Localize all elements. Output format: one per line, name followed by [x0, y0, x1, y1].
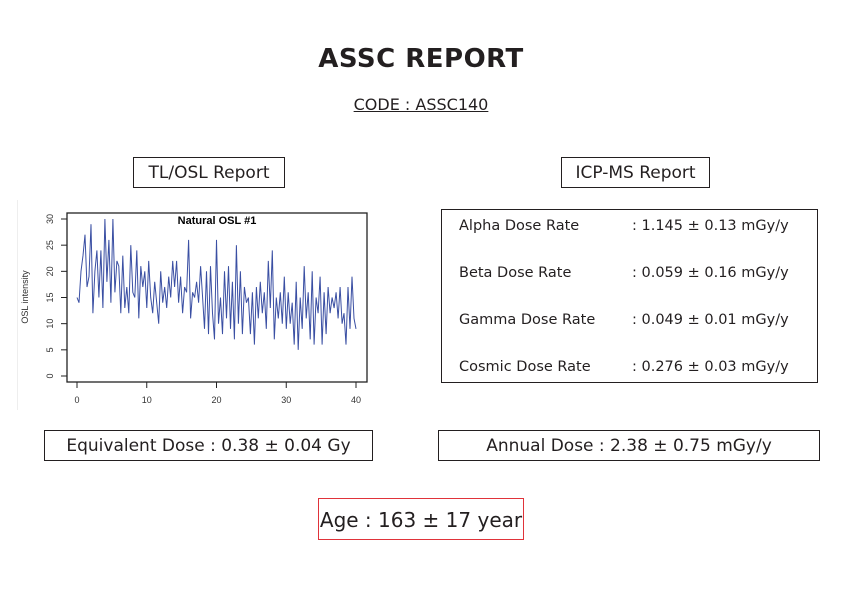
y-tick-label: 0: [45, 373, 55, 378]
osl-chart: Natural OSL #1 OSL intensity 0 5 10 15 20 25 3…: [17, 200, 368, 410]
tl-osl-header: TL/OSL Report: [133, 157, 285, 188]
chart-title: Natural OSL #1: [178, 215, 257, 227]
rate-value: : 0.276 ± 0.03 mGy/y: [632, 359, 789, 375]
annual-dose: Annual Dose : 2.38 ± 0.75 mGy/y: [438, 430, 820, 461]
rate-label: Alpha Dose Rate: [459, 218, 580, 234]
x-tick-label: 10: [142, 395, 152, 405]
x-tick-label: 30: [281, 395, 291, 405]
age-result: Age : 163 ± 17 year: [318, 498, 524, 540]
gamma-dose-rate-row: Gamma Dose Rate : 0.049 ± 0.01 mGy/y: [459, 312, 789, 328]
rate-value: : 0.059 ± 0.16 mGy/y: [632, 265, 789, 281]
rate-label: Cosmic Dose Rate: [459, 359, 591, 375]
x-tick-label: 40: [351, 395, 361, 405]
y-tick-label: 15: [45, 292, 55, 302]
y-tick-label: 25: [45, 240, 55, 250]
osl-series-line: [76, 218, 357, 350]
y-tick-label: 30: [45, 214, 55, 224]
rate-value: : 0.049 ± 0.01 mGy/y: [632, 312, 789, 328]
y-axis-label: OSL intensity: [20, 270, 30, 324]
y-tick-label: 10: [45, 319, 55, 329]
icp-ms-header: ICP-MS Report: [561, 157, 710, 188]
y-tick-label: 5: [45, 347, 55, 352]
equivalent-dose: Equivalent Dose : 0.38 ± 0.04 Gy: [44, 430, 373, 461]
rate-label: Beta Dose Rate: [459, 265, 572, 281]
alpha-dose-rate-row: Alpha Dose Rate : 1.145 ± 0.13 mGy/y: [459, 218, 789, 234]
y-tick-label: 20: [45, 266, 55, 276]
report-code: CODE : ASSC140: [353, 95, 489, 114]
rate-value: : 1.145 ± 0.13 mGy/y: [632, 218, 789, 234]
x-tick-label: 20: [211, 395, 221, 405]
x-tick-label: 0: [74, 395, 79, 405]
report-title: ASSC REPORT: [318, 44, 524, 74]
beta-dose-rate-row: Beta Dose Rate : 0.059 ± 0.16 mGy/y: [459, 265, 789, 281]
cosmic-dose-rate-row: Cosmic Dose Rate : 0.276 ± 0.03 mGy/y: [459, 359, 789, 375]
rate-label: Gamma Dose Rate: [459, 312, 596, 328]
dose-rates-panel: Alpha Dose Rate : 1.145 ± 0.13 mGy/y Bet…: [441, 209, 818, 383]
